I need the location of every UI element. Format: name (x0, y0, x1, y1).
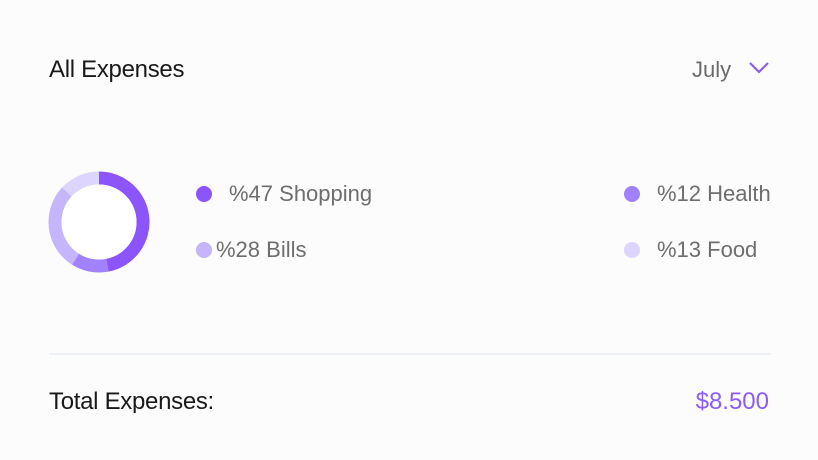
donut-slice-food (62, 171, 100, 197)
donut-slice-shopping (98, 171, 150, 272)
donut-slice-bills (48, 187, 80, 265)
legend-dot (196, 242, 212, 258)
divider (49, 353, 771, 355)
legend-dot (624, 242, 640, 258)
donut-hole (61, 184, 137, 260)
legend-dot (624, 186, 640, 202)
footer: Total Expenses: $8.500 (0, 380, 818, 413)
legend-dot (196, 186, 212, 202)
chevron-down-icon[interactable] (748, 61, 770, 75)
legend-item-bills: %28 Bills (196, 237, 306, 263)
legend-label: %28 Bills (216, 237, 307, 262)
donut-slice-health (71, 253, 109, 273)
legend-item-health: %12 Health (624, 181, 771, 207)
total-value: $8.500 (695, 388, 769, 413)
legend-item-food: %13 Food (624, 237, 757, 263)
legend-label: %47 Shopping (229, 181, 373, 206)
legend-item-shopping: %47 Shopping (196, 181, 372, 207)
total-label: Total Expenses: (49, 388, 214, 413)
legend-label: %13 Food (657, 237, 758, 262)
month-dropdown[interactable]: July (692, 57, 732, 82)
legend-label: %12 Health (657, 181, 771, 206)
card-title: All Expenses (49, 56, 185, 83)
donut-chart (48, 171, 150, 273)
